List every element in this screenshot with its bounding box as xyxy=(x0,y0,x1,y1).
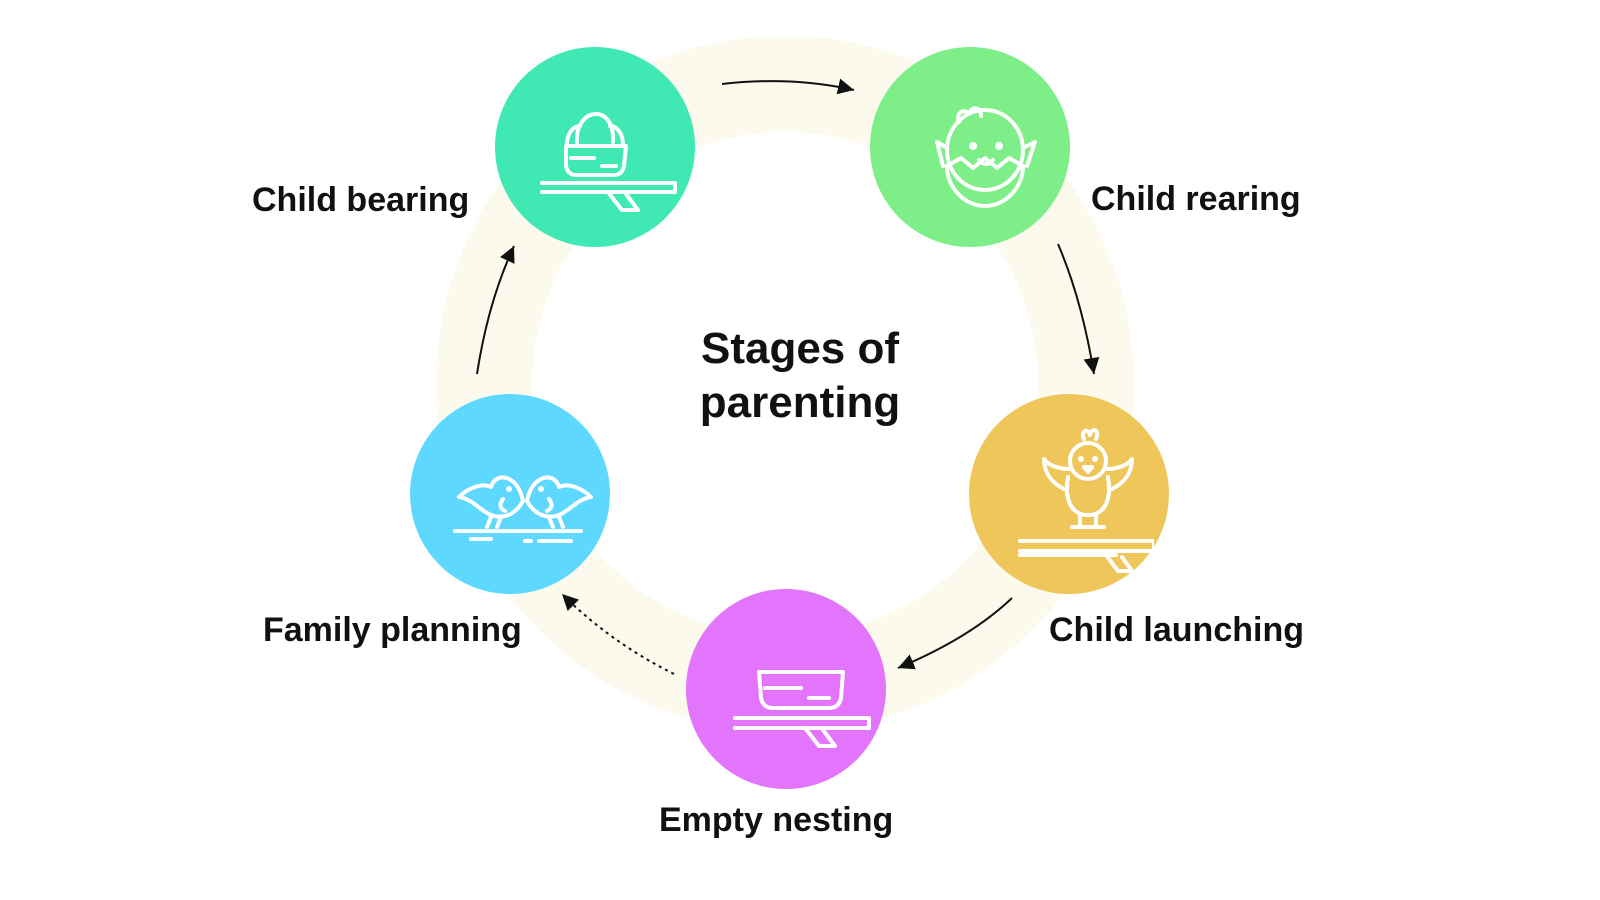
stage-label-child-launching: Child launching xyxy=(1049,611,1304,649)
arrow-planning-to-bearing xyxy=(476,245,515,375)
stage-label-child-rearing: Child rearing xyxy=(1091,180,1301,218)
arrow-bearing-to-rearing xyxy=(721,78,855,95)
stage-node-empty-nesting xyxy=(686,589,886,789)
hatching-chick-icon xyxy=(935,106,1037,208)
diagram-title-line-1: Stages of xyxy=(700,324,900,373)
diagram-title: Stages of parenting xyxy=(640,322,960,430)
stage-label-family-planning: Family planning xyxy=(263,611,522,649)
chick-on-branch-icon xyxy=(1018,428,1154,573)
stage-label-child-bearing: Child bearing xyxy=(252,181,470,219)
stage-label-empty-nesting: Empty nesting xyxy=(659,801,894,839)
nest-with-egg-icon xyxy=(540,112,677,212)
stage-node-child-launching xyxy=(969,394,1169,594)
arrow-nesting-to-planning xyxy=(561,593,675,675)
empty-nest-icon xyxy=(733,670,871,748)
diagram-title-line-2: parenting xyxy=(699,378,901,427)
two-birds-icon xyxy=(453,475,593,543)
stage-node-family-planning xyxy=(410,394,610,594)
stage-node-child-bearing xyxy=(495,47,695,247)
arrow-launching-to-nesting xyxy=(897,597,1013,670)
arrow-rearing-to-launching xyxy=(1057,243,1100,375)
stage-node-child-rearing xyxy=(870,47,1070,247)
